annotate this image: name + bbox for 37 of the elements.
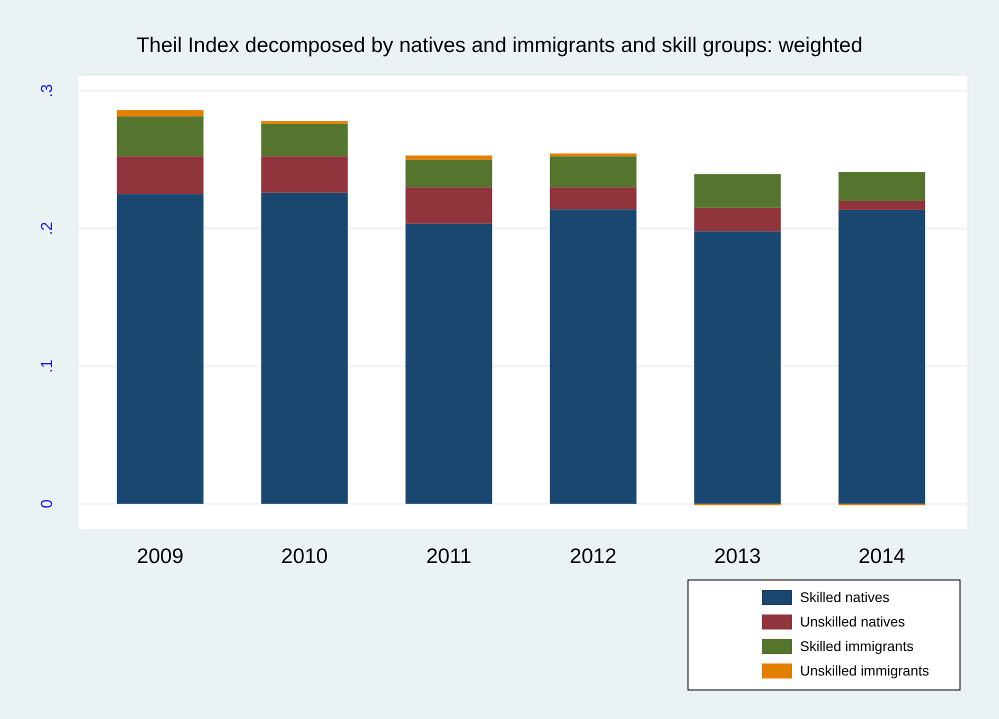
x-tick-label: 2012 [570, 545, 617, 568]
bar [838, 172, 926, 201]
bar [694, 231, 781, 504]
bar [550, 153, 636, 156]
legend-label: Skilled natives [800, 589, 890, 605]
bar [550, 187, 636, 210]
bar [261, 156, 348, 193]
bar [406, 187, 492, 224]
legend-label: Skilled immigrants [800, 638, 914, 654]
bar [261, 124, 348, 156]
bar [838, 200, 926, 210]
bar [406, 224, 492, 504]
bar [116, 156, 204, 194]
chart-title: Theil Index decomposed by natives and immigrants and skill groups: weighted [136, 34, 863, 57]
bar [694, 208, 781, 232]
x-tick-label: 2011 [426, 545, 472, 568]
bar [261, 192, 348, 504]
x-tick-label: 2009 [136, 545, 184, 568]
bar [261, 121, 348, 124]
y-tick-label: .2 [39, 222, 56, 236]
y-tick-label: .3 [39, 84, 56, 98]
bar [838, 210, 926, 504]
y-tick-label: 0 [39, 499, 56, 508]
legend-label: Unskilled natives [800, 614, 906, 630]
x-tick-label: 2013 [714, 545, 761, 568]
bar [406, 160, 492, 188]
x-tick-label: 2010 [281, 545, 328, 568]
y-tick-label: .1 [39, 359, 56, 373]
bar [694, 174, 781, 208]
legend-label: Unskilled immigrants [800, 662, 930, 678]
bar [550, 156, 636, 188]
x-tick-label: 2014 [858, 545, 906, 568]
bar [406, 156, 492, 160]
bar [550, 209, 636, 504]
bar [116, 194, 204, 504]
bar [116, 110, 204, 116]
bar [116, 116, 204, 156]
